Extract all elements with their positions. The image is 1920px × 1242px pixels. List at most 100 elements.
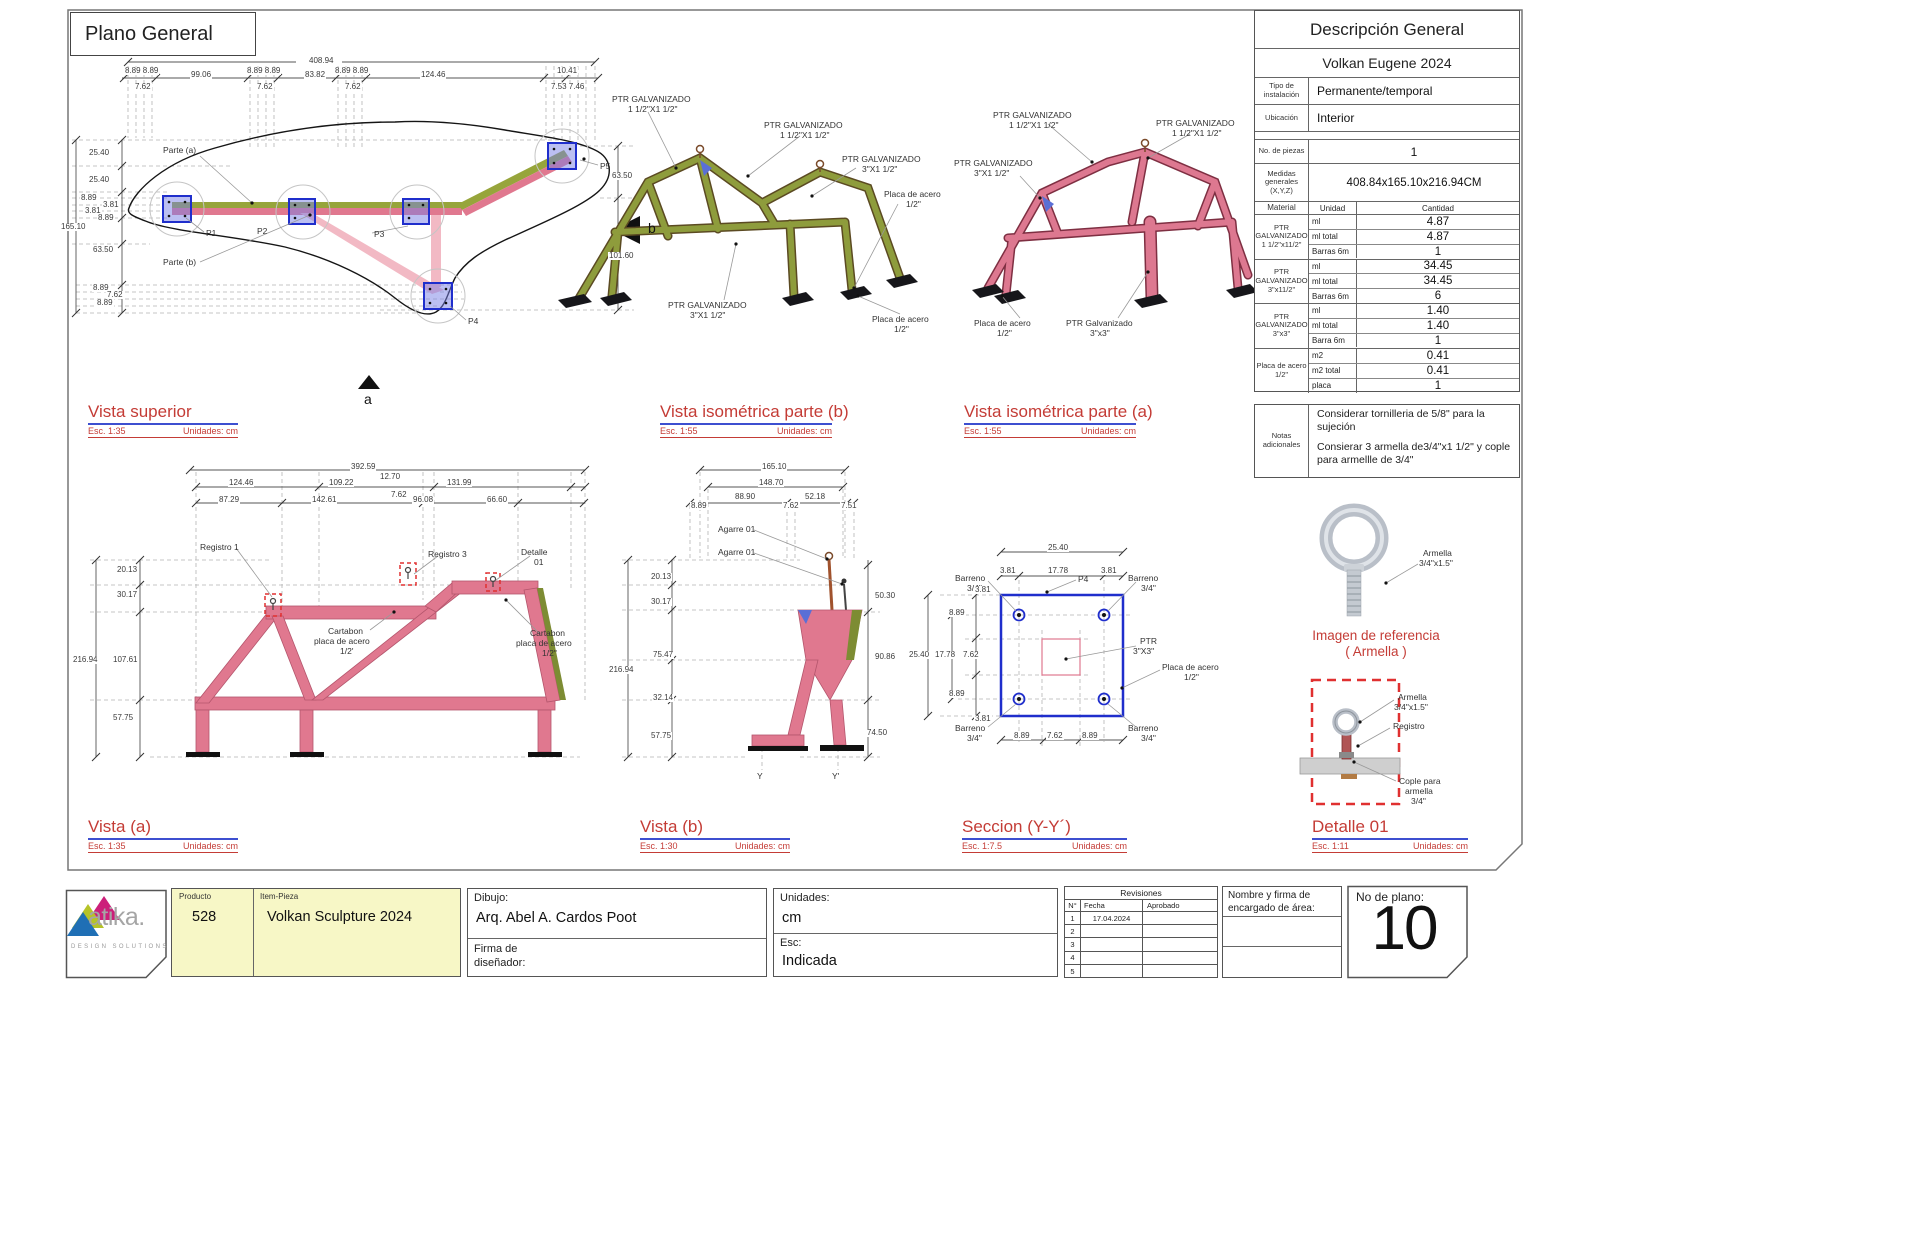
annotation-label: 7.62 [782,501,800,511]
units-box: Unidades: cm Esc: Indicada [773,888,1058,977]
title-detalle: Detalle 01 Esc. 1:11 Unidades: cm [1312,818,1468,854]
author-name: Arq. Abel A. Cardos Poot [476,910,637,926]
annotation-label: 7.62 [1046,731,1064,741]
annotation-label: 3.81 [974,585,992,595]
annotation-label: 7.51 [840,501,858,511]
annotation-label: 17.78 [1047,566,1070,576]
description-title: Descripción General [1255,11,1519,49]
annotation-label: Agarre 01 [718,547,756,557]
annotation-label: 8.89 [97,213,115,223]
material-group: PTR GALVANIZADO 1 1/2"x11/2" ml 4.87 ml t… [1255,215,1519,260]
annotation-label: Cartabon [530,628,565,638]
annotation-label: 12.70 [379,472,402,482]
annotation-label: Cartabon [328,626,363,636]
annotation-label: 52.18 [804,492,827,502]
annotation-label: 7.62 [134,82,152,92]
annotation-label: 109.22 [328,478,355,488]
plan-number: 10 [1371,894,1439,963]
description-table: Descripción General Volkan Eugene 2024 T… [1254,10,1520,394]
annotation-label: 124.46 [228,478,255,488]
annotation-label: 74.50 [866,728,889,738]
annotation-label: 101.60 [608,251,635,261]
annotation-label: Placa de acero [974,318,1031,328]
annotation-label: 1 1/2"X1 1/2" [1172,128,1222,138]
annotation-label: P1 [206,228,217,238]
annotation-label: 1/2" [894,324,909,334]
annotation-label: 8.89 [1081,731,1099,741]
reference-caption: Imagen de referencia( Armella ) [1312,628,1440,660]
annotation-label: 392.59 [350,462,377,472]
annotation-label: 124.46 [420,70,447,80]
product-box: Producto Item-Pieza 528 Volkan Sculpture… [171,888,461,977]
revisions-header: N° Fecha Aprobado [1065,900,1217,912]
annotation-label: 25.40 [1047,543,1070,553]
project-name: Volkan Eugene 2024 [1255,49,1519,78]
annotation-label: 7.62 [390,490,408,500]
annotation-label: 107.61 [112,655,139,665]
title-vista-superior: Vista superior Esc. 1:35 Unidades: cm [88,403,238,439]
annotation-label: Y [757,771,763,781]
annotation-label: 216.94 [608,665,635,675]
annotation-label: Registro 1 [200,542,239,552]
note-1: Considerar tornilleria de 5/8" para la s… [1317,408,1485,433]
annotation-label: 7.62 [106,290,124,300]
annotation-label: 3.81 [102,200,120,210]
annotation-label: 3.81 [84,206,102,216]
annotation-label: Y' [832,771,840,781]
annotation-label: 63.50 [611,171,634,181]
annotation-label: 10.41 [556,66,579,76]
annotation-label: 25.40 [908,650,931,660]
title-iso-b: Vista isométrica parte (b) Esc. 1:55 Unid… [660,403,849,439]
vista-superior-drawing [71,57,640,389]
annotation-label: 25.40 [88,148,111,158]
annotation-label: Barreno [1128,723,1159,733]
product-number: 528 [192,909,217,925]
title-vista-a: Vista (a) Esc. 1:35 Unidades: cm [88,818,238,854]
annotation-label: 3"X1 1/2" [690,310,726,320]
annotation-label: a [364,391,372,407]
annotation-label: 148.70 [758,478,785,488]
annotation-label: 3"X1 1/2" [974,168,1010,178]
annotation-label: 8.89 [948,608,966,618]
annotation-label: 87.29 [218,495,241,505]
annotation-label: Placa de acero [872,314,929,324]
annotation-label: 1/2" [906,199,921,209]
material-group: PTR GALVANIZADO 3"x11/2" ml 34.45 ml tota… [1255,259,1519,304]
annotation-label: P4 [1078,574,1089,584]
annotation-label: placa de acero [516,638,572,648]
units-value: cm [782,910,802,926]
annotation-label: 165.10 [60,222,87,232]
annotation-label: 99.06 [190,70,213,80]
revision-row: 5 [1065,964,1217,978]
annotation-label: Placa de acero [884,189,941,199]
annotation-label: Registro 3 [428,549,467,559]
plan-number-box-border [1347,885,1468,979]
page-title: Plano General [85,22,213,45]
annotation-label: P4 [468,316,479,326]
iso-a-drawing [972,138,1258,308]
annotation-label: Parte (b) [163,257,197,267]
logo-wordmark: atika. [88,903,145,931]
annotation-label: 7.62 [344,82,362,92]
annotation-label: 88.90 [734,492,757,502]
annotation-label: 8.89 [690,501,708,511]
annotation-label: 63.50 [92,245,115,255]
annotation-label: 408.94 [308,56,335,66]
revision-row: 4 [1065,951,1217,965]
revision-row: 3 [1065,938,1217,952]
annotation-label: 01 [534,557,544,567]
annotation-label: 20.13 [116,565,139,575]
annotation-label: 20.13 [650,572,673,582]
author-box: Dibujo: Arq. Abel A. Cardos Poot Firma d… [467,888,767,977]
annotation-label: Barreno [955,573,986,583]
annotation-label: 1/2" [1184,672,1199,682]
plan-number-label: No de plano: [1356,890,1425,904]
logo-tagline: DESIGN SOLUTIONS [71,944,169,950]
annotation-label: 131.99 [446,478,473,488]
title-vista-b: Vista (b) Esc. 1:30 Unidades: cm [640,818,790,854]
